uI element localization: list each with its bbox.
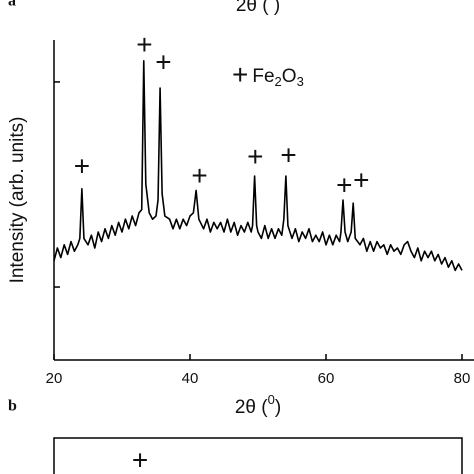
peak-marker: + xyxy=(353,164,369,195)
x-label-sup: 0 xyxy=(268,392,275,407)
x-tick-label: 20 xyxy=(46,370,63,387)
panel-label: b xyxy=(8,398,17,415)
peak-marker: + xyxy=(74,150,90,181)
x-tick-label: 40 xyxy=(182,370,199,387)
legend-text: O xyxy=(282,66,297,87)
top-axis-label: 2θ ( ) xyxy=(236,0,280,16)
legend-marker: + xyxy=(232,59,248,90)
peak-marker: + xyxy=(136,29,152,60)
x-tick-label: 80 xyxy=(454,370,471,387)
legend: + Fe2O3 xyxy=(232,59,304,90)
peak-marker: + xyxy=(155,46,171,77)
legend-sub: 3 xyxy=(297,74,304,89)
data-line xyxy=(53,60,463,272)
next-panel-marker: + xyxy=(132,444,148,474)
x-label-text: 2θ ( xyxy=(235,397,268,418)
y-axis-label: Intensity (arb. units) xyxy=(7,117,28,284)
x-label-close: ) xyxy=(275,397,281,418)
legend-sub: 2 xyxy=(275,74,282,89)
next-panel-frame xyxy=(53,437,463,474)
x-tick-label: 60 xyxy=(318,370,335,387)
panel-label: a xyxy=(8,0,16,10)
x-axis-label: 2θ (0) xyxy=(235,392,281,418)
peak-marker: + xyxy=(336,170,352,201)
peak-marker: + xyxy=(280,140,296,171)
peak-marker: + xyxy=(247,141,263,172)
legend-text: Fe xyxy=(252,66,274,87)
peak-marker: + xyxy=(191,160,207,191)
